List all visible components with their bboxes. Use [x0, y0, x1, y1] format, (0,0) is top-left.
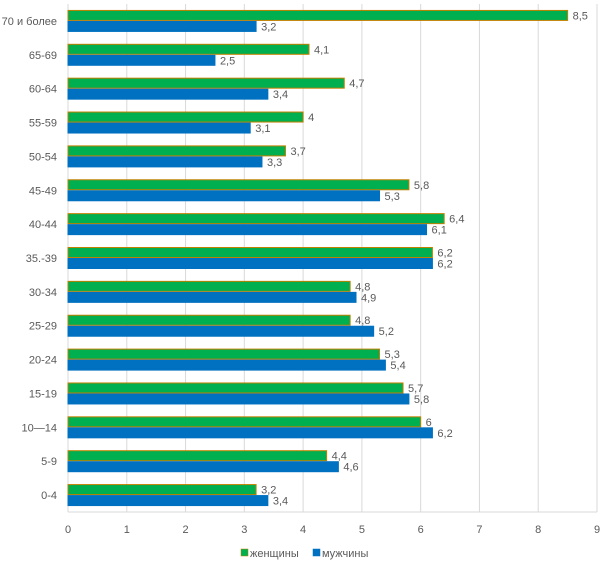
legend-swatch	[240, 548, 249, 557]
legend-label: мужчины	[322, 548, 368, 560]
bar-male	[67, 258, 433, 269]
data-label: 6,2	[437, 248, 452, 260]
bar-male	[67, 291, 357, 303]
data-label: 4,8	[355, 315, 370, 327]
bar-male	[67, 325, 375, 337]
data-label: 5,8	[414, 394, 429, 406]
data-label: 4,9	[361, 292, 376, 304]
bar-male	[67, 224, 428, 236]
bar-female	[67, 77, 345, 89]
bar-male	[67, 20, 257, 32]
data-label: 6,2	[437, 428, 452, 440]
data-label: 4	[308, 112, 314, 124]
category-label: 55-59	[29, 118, 57, 130]
data-label: 3,3	[267, 157, 282, 169]
x-tick-label: 1	[124, 524, 130, 536]
bar-female	[67, 9, 569, 21]
category-labels: 70 и более 65-69 60-64 55-59 50-54 45-49 40-44…	[2, 16, 57, 502]
data-label: 6	[426, 417, 432, 429]
legend-label: женщины	[250, 548, 299, 560]
data-label: 2,5	[220, 55, 235, 67]
data-label: 6,1	[432, 225, 447, 237]
bar-female	[67, 314, 351, 326]
category-label: 25-29	[29, 321, 57, 333]
x-tick-label: 5	[359, 524, 365, 536]
bar-female	[67, 179, 410, 191]
bar-female	[67, 247, 433, 258]
x-tick-label: 7	[476, 524, 482, 536]
data-label: 5,7	[408, 383, 423, 395]
bar-male	[67, 427, 433, 439]
data-label: 5,2	[379, 326, 394, 338]
legend: женщины мужчины	[240, 548, 368, 560]
legend-swatch	[312, 548, 321, 557]
data-label: 5,3	[385, 349, 400, 361]
x-tick-label: 4	[300, 524, 306, 536]
value-labels: 8,5 3,2 4,1 2,5 4,7 3,4 4 3,1 3,7 3,3 5,8 5,3 6,46,1…	[220, 10, 588, 507]
data-label: 3,2	[261, 21, 276, 33]
category-label: 30-34	[29, 287, 57, 299]
data-label: 3,1	[255, 123, 270, 135]
bar-male	[67, 461, 339, 473]
category-label: 20-24	[29, 355, 57, 367]
data-label: 5,8	[414, 180, 429, 192]
category-label: 5-9	[41, 456, 57, 468]
bar-male	[67, 190, 381, 202]
category-label: 70 и более	[2, 16, 57, 28]
data-label: 4,1	[314, 44, 329, 56]
bars	[67, 9, 569, 507]
data-label: 3,2	[261, 485, 276, 497]
data-label: 5,4	[390, 360, 405, 372]
bar-female	[67, 111, 304, 123]
bar-female	[67, 382, 404, 394]
bar-female	[67, 43, 310, 55]
data-label: 4,6	[343, 462, 358, 474]
bar-male	[67, 359, 386, 371]
category-label: 60-64	[29, 84, 57, 96]
data-label: 5,3	[385, 191, 400, 203]
x-tick-label: 9	[594, 524, 600, 536]
data-label: 6,2	[437, 259, 452, 271]
data-label: 3,7	[290, 146, 305, 158]
bar-female	[67, 450, 328, 462]
bar-male	[67, 88, 269, 100]
bar-female	[67, 213, 445, 225]
category-label: 15-19	[29, 388, 57, 400]
x-tick-label: 8	[535, 524, 541, 536]
category-label: 65-69	[29, 50, 57, 62]
data-label: 4,7	[349, 78, 364, 90]
category-label: 35.-39	[26, 253, 57, 265]
bar-female	[67, 416, 422, 428]
category-label: 50-54	[29, 151, 57, 163]
category-label: 10—14	[22, 422, 57, 434]
category-label: 0-4	[41, 490, 57, 502]
bar-female	[67, 484, 257, 496]
data-label: 3,4	[273, 89, 288, 101]
bar-male	[67, 122, 251, 134]
bar-female	[67, 280, 351, 292]
x-tick-label: 0	[65, 524, 71, 536]
data-label: 4,4	[332, 451, 347, 463]
x-tick-label: 3	[241, 524, 247, 536]
x-tick-label: 6	[418, 524, 424, 536]
bar-male	[67, 393, 410, 405]
data-label: 6,4	[449, 214, 464, 226]
bar-female	[67, 145, 286, 157]
bar-male	[67, 156, 263, 168]
bar-male	[67, 495, 269, 507]
bar-female	[67, 348, 381, 360]
data-label: 4,8	[355, 281, 370, 293]
category-label: 40-44	[29, 219, 57, 231]
category-label: 45-49	[29, 185, 57, 197]
bar-male	[67, 54, 216, 66]
x-tick-label: 2	[182, 524, 188, 536]
data-label: 8,5	[573, 10, 588, 22]
x-tick-labels: 0 1 2 3 4 5 6 7 8 9	[65, 524, 600, 536]
data-label: 3,4	[273, 496, 288, 508]
